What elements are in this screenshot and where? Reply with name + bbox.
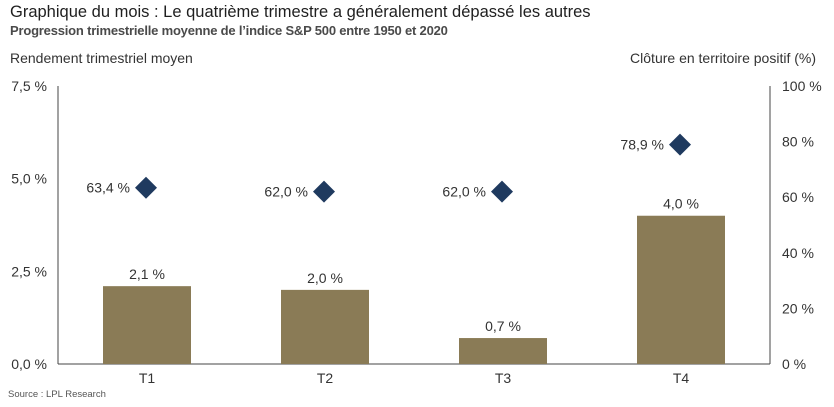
marker-value-label: 78,9 % — [620, 137, 664, 153]
y-right-tick-label: 60 % — [782, 189, 814, 205]
marker-value-label: 62,0 % — [442, 184, 486, 200]
y-left-tick-label: 5,0 % — [11, 171, 47, 187]
bar-value-label: 4,0 % — [663, 196, 699, 212]
marker-value-label: 62,0 % — [264, 184, 308, 200]
y-right-axis-title: Clôture en territoire positif (%) — [630, 50, 816, 66]
bar — [103, 286, 191, 364]
y-right-tick-label: 80 % — [782, 134, 814, 150]
marker-diamond — [491, 180, 513, 203]
y-right-tick-label: 0 % — [782, 356, 806, 372]
marker-value-label: 63,4 % — [86, 180, 130, 196]
x-tick-label: T3 — [495, 370, 512, 386]
y-right-tick-label: 40 % — [782, 245, 814, 261]
bar — [637, 215, 725, 364]
x-tick-label: T4 — [673, 370, 690, 386]
y-right-tick-label: 100 % — [782, 78, 822, 94]
bar — [281, 289, 369, 364]
y-left-tick-label: 7,5 % — [11, 78, 47, 94]
bar — [459, 338, 547, 364]
chart-subtitle: Progression trimestrielle moyenne de l’i… — [10, 23, 448, 38]
chart-title: Graphique du mois : Le quatrième trimest… — [10, 3, 591, 21]
bar-value-label: 2,0 % — [307, 270, 343, 286]
bar-value-label: 2,1 % — [129, 266, 165, 282]
y-right-tick-label: 20 % — [782, 300, 814, 316]
marker-diamond — [313, 180, 335, 203]
marker-diamond — [135, 176, 157, 199]
y-left-axis-title: Rendement trimestriel moyen — [10, 50, 193, 66]
marker-diamond — [669, 133, 691, 156]
x-tick-label: T2 — [317, 370, 334, 386]
bar-value-label: 0,7 % — [485, 318, 521, 334]
y-left-tick-label: 2,5 % — [11, 263, 47, 279]
y-left-tick-label: 0,0 % — [11, 356, 47, 372]
source-note: Source : LPL Research — [8, 389, 106, 400]
x-tick-label: T1 — [139, 370, 156, 386]
